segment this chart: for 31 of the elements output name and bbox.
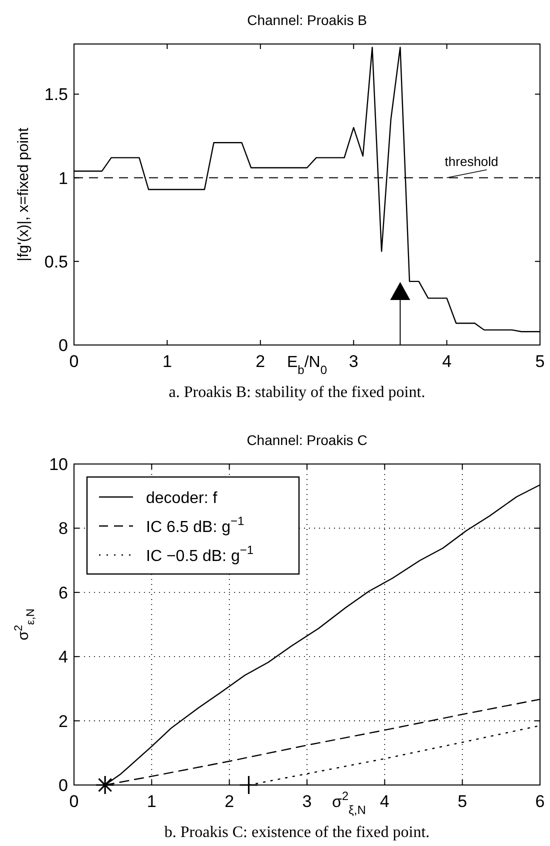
y-tick-label: 10 [49,455,68,474]
x-tick-label: 4 [442,352,452,371]
x-tick-label: 3 [302,792,312,811]
text: b. Proakis C: existence of the fixed point. [164,824,430,841]
y-tick-label: 0 [58,776,68,795]
x-tick-label: 2 [224,792,234,811]
x-tick-label: 3 [348,352,358,371]
y-tick-label: 0.5 [44,252,68,272]
y-tick-label: 2 [58,712,68,731]
y-tick-label: 0 [58,336,68,355]
y-tick-label: 6 [58,583,68,602]
x-tick-label: 4 [380,792,390,811]
x-axis-title: E$_{b}$/N$_{0}$ [286,354,328,377]
chart-title: Channel: Proakis C [246,432,368,448]
ref-line-label: threshold [444,154,498,169]
y-tick-label: 1.5 [44,85,68,104]
legend-label: decoder: f [146,490,218,507]
x-tick-label: 1 [162,352,172,371]
x-tick-label: 5 [535,352,545,371]
y-axis-title: |fg'(x)|, x=fixed point [15,126,32,262]
x-tick-label: 5 [458,792,468,811]
x-tick-label: 1 [146,792,156,811]
y-tick-label: 4 [58,648,68,667]
chart-title: Channel: Proakis B [247,12,367,28]
y-tick-label: 1 [58,168,68,188]
legend-label: IC 6.5 dB: g$^{−1}$ [146,514,245,536]
legend-label: IC −0.5 dB: g$^{−1}$ [146,543,254,565]
x-tick-label: 6 [535,792,545,811]
y-tick-label: 8 [58,519,68,538]
x-tick-label: 2 [256,352,266,371]
text: a. Proakis B: stability of the fixed point. [168,384,426,401]
